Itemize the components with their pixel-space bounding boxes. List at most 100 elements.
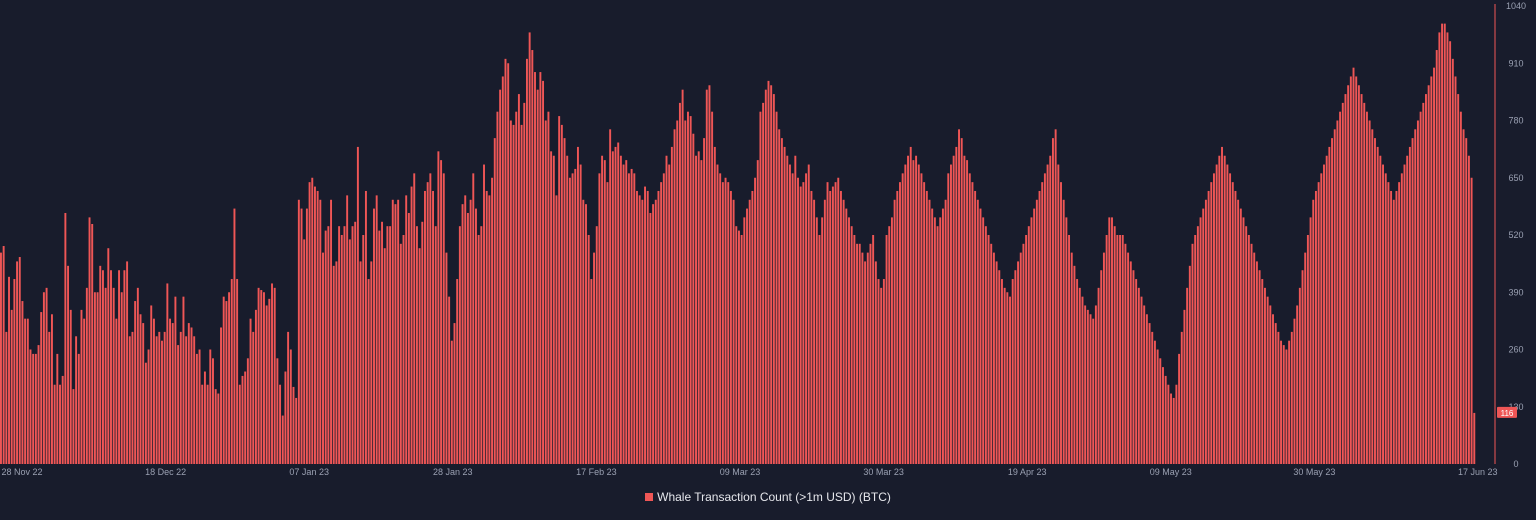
bar[interactable] [1148, 323, 1151, 464]
bar[interactable] [509, 120, 512, 465]
bar[interactable] [1323, 164, 1325, 465]
bar[interactable] [93, 292, 96, 464]
bar[interactable] [1384, 173, 1387, 464]
bar[interactable] [1180, 331, 1183, 464]
bar[interactable] [276, 358, 279, 464]
bar[interactable] [104, 287, 107, 464]
bar[interactable] [1218, 155, 1221, 465]
bar[interactable] [700, 160, 703, 464]
bar[interactable] [912, 160, 915, 464]
bar[interactable] [1226, 164, 1229, 465]
bar[interactable] [678, 102, 681, 464]
bar[interactable] [458, 226, 461, 464]
bar[interactable] [670, 146, 673, 465]
bar[interactable] [1084, 305, 1087, 464]
bar[interactable] [762, 102, 765, 464]
bar[interactable] [738, 230, 740, 464]
bar[interactable] [976, 199, 979, 464]
bar[interactable] [1301, 270, 1304, 464]
bar[interactable] [882, 279, 885, 464]
bar[interactable] [83, 318, 86, 464]
bar[interactable] [1183, 309, 1186, 464]
bar[interactable] [69, 309, 72, 464]
bar[interactable] [1365, 111, 1368, 464]
bar[interactable] [1266, 296, 1269, 464]
bar[interactable] [268, 298, 271, 464]
bar[interactable] [225, 301, 228, 464]
bar[interactable] [34, 353, 37, 464]
bar[interactable] [488, 195, 491, 464]
bar[interactable] [531, 50, 534, 464]
bar[interactable] [40, 312, 43, 464]
bar[interactable] [695, 155, 697, 465]
bar[interactable] [1298, 287, 1301, 464]
bar[interactable] [1223, 155, 1226, 465]
bar[interactable] [1202, 208, 1205, 464]
bar[interactable] [273, 287, 276, 464]
bar[interactable] [1237, 199, 1240, 464]
bar[interactable] [450, 340, 453, 464]
bar[interactable] [1153, 340, 1156, 464]
bar[interactable] [351, 226, 354, 464]
bar[interactable] [539, 72, 542, 464]
bar[interactable] [907, 155, 909, 465]
bar[interactable] [644, 186, 646, 464]
bar[interactable] [877, 279, 880, 464]
bar[interactable] [1060, 182, 1062, 464]
bar[interactable] [968, 173, 971, 464]
bar[interactable] [1194, 235, 1197, 464]
bar[interactable] [340, 235, 343, 464]
bar[interactable] [1089, 314, 1092, 464]
bar[interactable] [1341, 102, 1344, 464]
bar[interactable] [391, 199, 394, 464]
bar[interactable] [544, 120, 547, 465]
bar[interactable] [1215, 164, 1218, 465]
bar[interactable] [729, 190, 732, 464]
bar[interactable] [1457, 94, 1460, 464]
bar[interactable] [947, 173, 950, 464]
bar[interactable] [614, 146, 617, 465]
bar[interactable] [850, 226, 853, 464]
bar[interactable] [1051, 138, 1054, 464]
bar[interactable] [1046, 164, 1049, 465]
bar[interactable] [1433, 67, 1435, 465]
bar[interactable] [719, 173, 722, 464]
bar[interactable] [437, 151, 440, 464]
bar[interactable] [748, 199, 751, 464]
bar[interactable] [837, 177, 840, 464]
bar[interactable] [1054, 129, 1057, 464]
bar[interactable] [354, 221, 357, 464]
bar[interactable] [563, 138, 566, 464]
bar[interactable] [805, 173, 808, 464]
bar[interactable] [10, 309, 13, 464]
bar[interactable] [171, 323, 174, 464]
bar[interactable] [861, 252, 864, 464]
bar[interactable] [1076, 279, 1079, 464]
bar[interactable] [362, 235, 365, 464]
bar[interactable] [676, 120, 679, 465]
bar[interactable] [1325, 155, 1328, 465]
bar[interactable] [257, 287, 260, 464]
bar[interactable] [630, 168, 633, 464]
bar[interactable] [335, 261, 338, 464]
bar[interactable] [308, 182, 311, 464]
bar[interactable] [703, 138, 706, 464]
bar[interactable] [797, 177, 799, 464]
bar[interactable] [375, 195, 378, 464]
bar[interactable] [1253, 252, 1256, 464]
bar[interactable] [885, 235, 888, 464]
bar[interactable] [426, 182, 429, 464]
bar[interactable] [429, 173, 432, 464]
bar[interactable] [496, 111, 499, 464]
bar[interactable] [759, 111, 762, 464]
bar[interactable] [619, 155, 622, 465]
bar[interactable] [1009, 296, 1011, 464]
bar[interactable] [1113, 226, 1116, 464]
bar[interactable] [1288, 340, 1291, 464]
bar[interactable] [772, 94, 775, 464]
bar[interactable] [1111, 217, 1113, 464]
bar[interactable] [603, 160, 606, 464]
bar[interactable] [1033, 208, 1036, 464]
bar[interactable] [233, 208, 236, 464]
bar[interactable] [590, 279, 593, 464]
